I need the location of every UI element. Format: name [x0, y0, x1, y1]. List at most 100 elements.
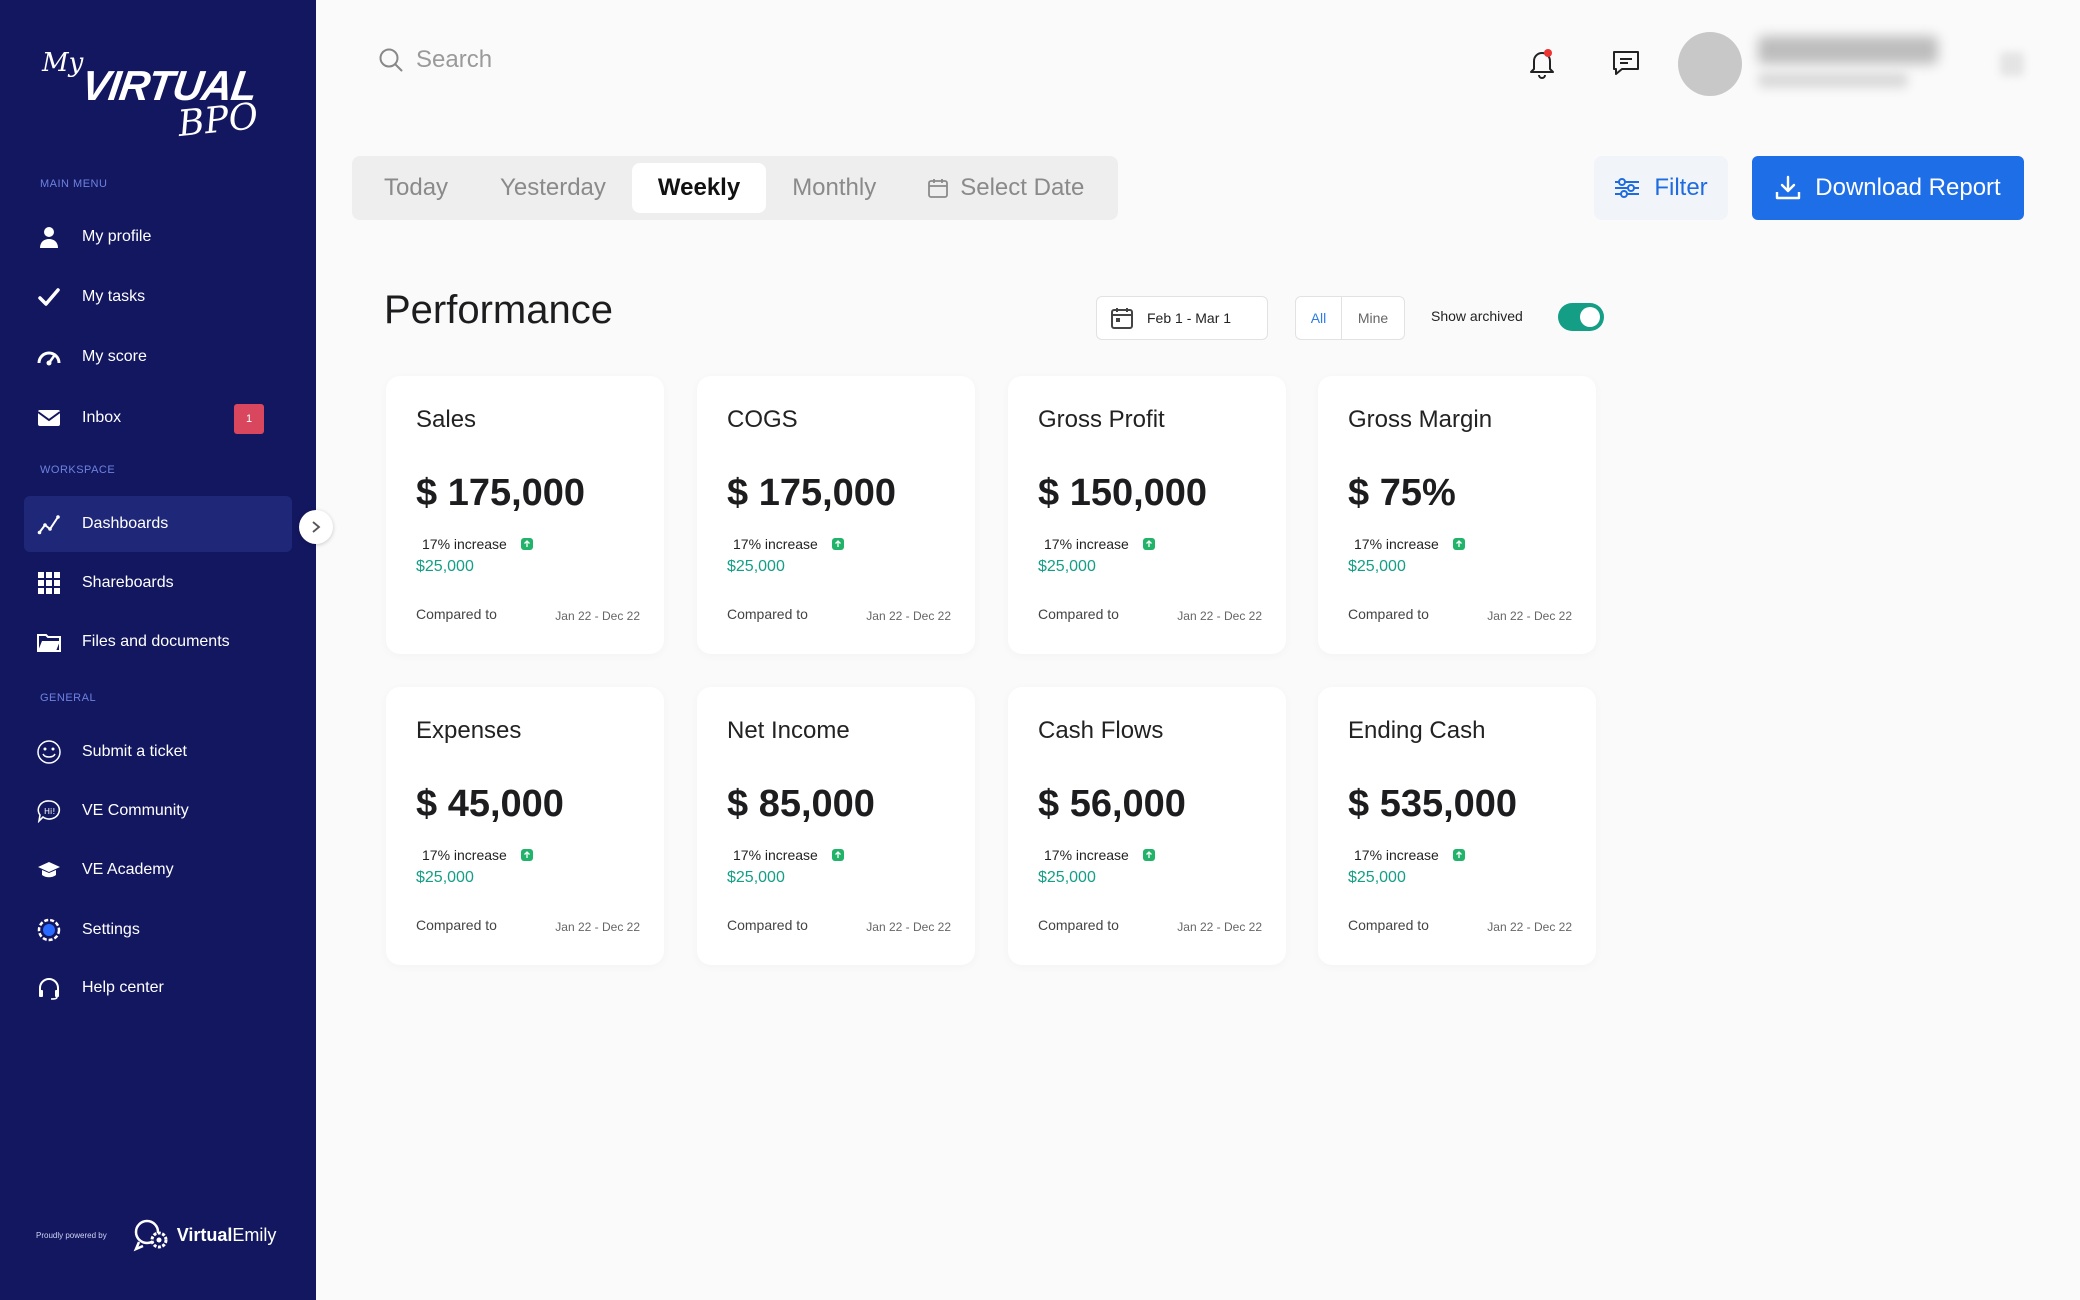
kpi-compared-label: Compared to: [727, 917, 808, 933]
kpi-card-sales[interactable]: Sales $ 175,000 17% increase $25,000 Com…: [386, 376, 664, 654]
tab-today[interactable]: Today: [384, 174, 449, 201]
logo-bpo: BPO: [176, 95, 261, 146]
kpi-value: $ 535,000: [1348, 783, 1518, 825]
kpi-increase-label: 17% increase: [1354, 847, 1439, 863]
arrow-up-icon: [1452, 538, 1465, 550]
sidebar-item-label: Settings: [82, 921, 140, 938]
bell-icon: [1530, 49, 1554, 79]
download-icon: [1776, 175, 1801, 200]
sidebar-item-dashboards[interactable]: Dashboards: [24, 496, 292, 552]
kpi-card-cogs[interactable]: COGS $ 175,000 17% increase $25,000 Comp…: [697, 376, 975, 654]
kpi-increase-label: 17% increase: [1044, 536, 1129, 552]
arrow-up-icon: [831, 849, 844, 861]
graduation-cap-icon: [36, 857, 62, 883]
filter-button-label: Filter: [1654, 174, 1708, 201]
kpi-title: Sales: [416, 406, 477, 433]
sidebar-item-files-and-documents[interactable]: Files and documents: [24, 614, 292, 670]
folder-icon: [36, 629, 62, 655]
kpi-card-cash-flows[interactable]: Cash Flows $ 56,000 17% increase $25,000…: [1008, 687, 1286, 965]
kpi-card-gross-margin[interactable]: Gross Margin $ 75% 17% increase $25,000 …: [1318, 376, 1596, 654]
kpi-value: $ 175,000: [416, 472, 586, 514]
avatar[interactable]: [1678, 32, 1742, 96]
sliders-icon: [1615, 178, 1640, 198]
logo-my: My: [42, 48, 84, 78]
tab-select-date[interactable]: Select Date: [902, 163, 1110, 213]
user-role-blurred: [1758, 72, 1908, 88]
ownership-segment: All Mine: [1295, 296, 1405, 340]
sidebar-item-ve-academy[interactable]: VE Academy: [24, 842, 292, 898]
sidebar-item-my-profile[interactable]: My profile: [24, 209, 292, 265]
kpi-increase-label: 17% increase: [733, 847, 818, 863]
sidebar-item-label: VE Academy: [82, 861, 174, 878]
kpi-compared-label: Compared to: [727, 606, 808, 622]
segment-all[interactable]: All: [1296, 297, 1342, 339]
arrow-up-icon: [520, 538, 533, 550]
section-label-general: GENERAL: [40, 692, 97, 704]
sidebar-item-submit-a-ticket[interactable]: Submit a ticket: [24, 724, 292, 780]
tab-select-date-label: Select Date: [960, 174, 1085, 201]
sidebar-item-my-score[interactable]: My score: [24, 329, 292, 385]
period-tabs: Today Yesterday Weekly Monthly Select Da…: [352, 156, 1118, 220]
kpi-compared-range: Jan 22 - Dec 22: [1487, 920, 1572, 934]
show-archived-toggle[interactable]: [1558, 303, 1604, 331]
sidebar-item-settings[interactable]: Settings: [24, 902, 292, 958]
calendar-icon: [928, 178, 949, 198]
tab-monthly[interactable]: Monthly: [792, 174, 877, 201]
kpi-card-expenses[interactable]: Expenses $ 45,000 17% increase $25,000 C…: [386, 687, 664, 965]
sidebar-item-label: My profile: [82, 228, 152, 245]
kpi-card-net-income[interactable]: Net Income $ 85,000 17% increase $25,000…: [697, 687, 975, 965]
tab-weekly[interactable]: Weekly: [631, 163, 767, 213]
kpi-compared-label: Compared to: [1038, 606, 1119, 622]
user-name-blurred: [1758, 36, 1938, 64]
search-icon: [379, 48, 403, 72]
virtual-emily-logo-icon: [133, 1219, 168, 1252]
smile-icon: [36, 739, 62, 765]
chart-line-icon: [36, 511, 62, 537]
tab-yesterday[interactable]: Yesterday: [500, 174, 606, 201]
kpi-card-ending-cash[interactable]: Ending Cash $ 535,000 17% increase $25,0…: [1318, 687, 1596, 965]
kpi-increase: 17% increase: [1044, 847, 1155, 863]
download-report-button[interactable]: Download Report: [1752, 156, 2024, 220]
sidebar: My VIRTUAL BPO MAIN MENU My profile My t…: [0, 0, 316, 1300]
filter-button[interactable]: Filter: [1594, 156, 1728, 220]
gear-icon: [36, 917, 62, 943]
user-icon: [36, 224, 62, 250]
check-icon: [36, 284, 62, 310]
show-archived-label: Show archived: [1431, 308, 1523, 324]
chat-bubble-icon: Hi!: [36, 798, 62, 824]
kpi-compared-label: Compared to: [1038, 917, 1119, 933]
segment-mine[interactable]: Mine: [1357, 310, 1389, 326]
svg-text:Hi!: Hi!: [44, 807, 55, 816]
kpi-compared-label: Compared to: [416, 606, 497, 622]
sidebar-item-my-tasks[interactable]: My tasks: [24, 269, 292, 325]
kpi-compared-range: Jan 22 - Dec 22: [555, 920, 640, 934]
kpi-compared-range: Jan 22 - Dec 22: [1177, 920, 1262, 934]
notifications-button[interactable]: [1525, 46, 1559, 80]
kpi-value: $ 75%: [1348, 472, 1456, 514]
date-range-picker[interactable]: Feb 1 - Mar 1: [1096, 296, 1268, 340]
messages-button[interactable]: [1609, 46, 1643, 80]
sidebar-item-label: Shareboards: [82, 574, 174, 591]
sidebar-item-ve-community[interactable]: Hi! VE Community: [24, 783, 292, 839]
kpi-compared-range: Jan 22 - Dec 22: [866, 920, 951, 934]
kpi-amount: $25,000: [1348, 869, 1406, 886]
sidebar-item-label: Inbox: [82, 409, 122, 426]
sidebar-item-shareboards[interactable]: Shareboards: [24, 555, 292, 611]
sidebar-item-inbox[interactable]: Inbox 1: [24, 390, 292, 446]
kpi-increase-label: 17% increase: [1044, 847, 1129, 863]
sidebar-item-label: Dashboards: [82, 515, 169, 532]
search-input[interactable]: [416, 46, 736, 74]
section-label-workspace: WORKSPACE: [40, 464, 116, 476]
logo[interactable]: My VIRTUAL BPO: [40, 44, 270, 146]
search-bar: [378, 46, 736, 74]
user-menu-button[interactable]: [2000, 52, 2024, 76]
kpi-increase-label: 17% increase: [422, 536, 507, 552]
sidebar-item-help-center[interactable]: Help center: [24, 960, 292, 1016]
kpi-title: Expenses: [416, 717, 522, 744]
kpi-card-gross-profit[interactable]: Gross Profit $ 150,000 17% increase $25,…: [1008, 376, 1286, 654]
sidebar-collapse-button[interactable]: [299, 510, 333, 544]
kpi-amount: $25,000: [727, 869, 785, 886]
kpi-amount: $25,000: [1038, 558, 1096, 575]
virtual-emily-brand[interactable]: Virtual Emily: [133, 1218, 276, 1252]
kpi-amount: $25,000: [727, 558, 785, 575]
